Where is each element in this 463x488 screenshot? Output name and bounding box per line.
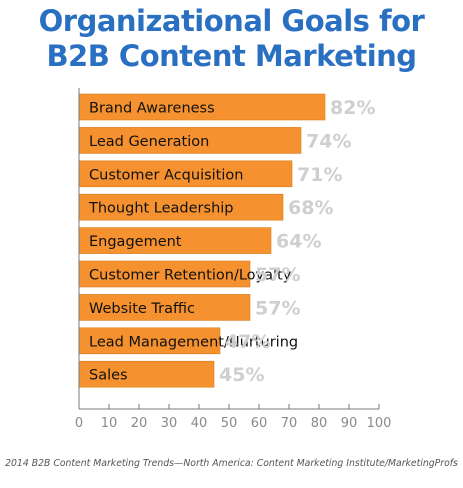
- chart-title-line-1: Organizational Goals for: [38, 4, 425, 38]
- category-label-9: Sales: [89, 368, 128, 384]
- x-tick-label-70: 70: [281, 416, 298, 431]
- value-label-8: 47%: [225, 331, 270, 353]
- value-label-5: 64%: [276, 231, 321, 253]
- value-label-4: 68%: [288, 197, 333, 219]
- category-label-3: Customer Acquisition: [89, 167, 243, 183]
- bar-1: [78, 93, 326, 121]
- chart-title: Organizational Goals for B2B Content Mar…: [0, 4, 463, 74]
- x-tick-label-90: 90: [341, 416, 358, 431]
- bar-5: [78, 227, 272, 254]
- bar-8: [78, 327, 221, 355]
- value-label-7: 57%: [255, 297, 300, 319]
- category-label-1: Brand Awareness: [89, 101, 215, 117]
- bar-7: [78, 294, 251, 321]
- category-label-4: Thought Leadership: [88, 201, 234, 217]
- value-label-1: 82%: [330, 97, 375, 119]
- chart-title-line-2: B2B Content Marketing: [46, 39, 417, 73]
- value-label-2: 74%: [306, 130, 351, 152]
- bar-9: [78, 360, 215, 388]
- x-tick-label-40: 40: [191, 416, 208, 431]
- bar-3: [78, 160, 293, 188]
- x-tick-label-30: 30: [161, 416, 178, 431]
- x-tick-label-10: 10: [101, 416, 118, 431]
- x-tick-label-50: 50: [221, 416, 238, 431]
- value-label-6: 57%: [255, 264, 300, 286]
- x-tick-label-0: 0: [75, 416, 83, 431]
- x-tick-label-80: 80: [311, 416, 328, 431]
- bar-6: [78, 260, 251, 288]
- category-label-8: Lead Management/Nurturing: [89, 334, 298, 350]
- category-label-6: Customer Retention/Loyalty: [89, 268, 292, 284]
- x-tick-label-20: 20: [131, 416, 148, 431]
- category-label-7: Website Traffic: [89, 301, 195, 317]
- category-label-2: Lead Generation: [89, 134, 209, 150]
- category-label-5: Engagement: [89, 234, 182, 250]
- value-label-9: 45%: [219, 364, 264, 386]
- bar-4: [78, 193, 284, 221]
- source-note: 2014 B2B Content Marketing Trends—North …: [5, 458, 458, 469]
- x-tick-label-100: 100: [367, 416, 392, 431]
- x-tick-label-60: 60: [251, 416, 268, 431]
- value-label-3: 71%: [297, 164, 342, 186]
